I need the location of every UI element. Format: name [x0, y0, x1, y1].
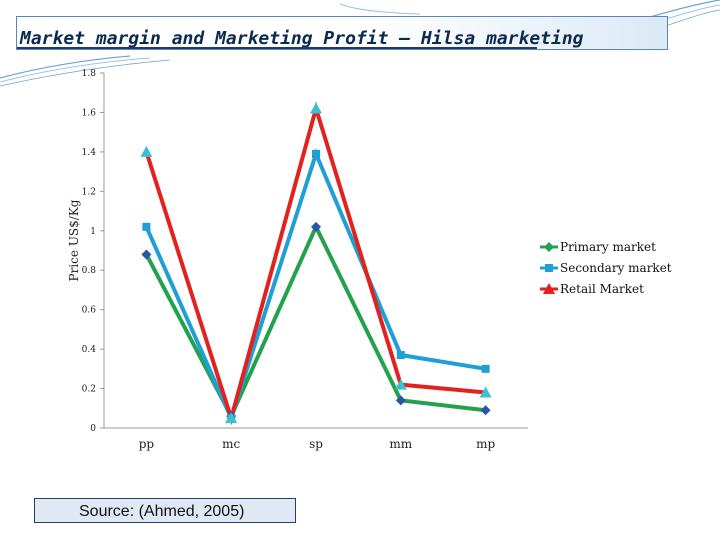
data-point-retail-market: [479, 386, 492, 398]
legend-label: Retail Market: [560, 282, 644, 296]
y-tick-label: 1.4: [82, 148, 97, 158]
data-point-secondary-market: [481, 364, 490, 373]
y-tick-label: 1.2: [82, 187, 96, 197]
data-point-secondary-market: [142, 222, 151, 231]
title-bar: Market margin and Marketing Profit – Hil…: [16, 16, 668, 50]
data-point-secondary-market: [396, 351, 405, 360]
legend-marker: [544, 242, 554, 252]
legend-label: Primary market: [560, 240, 656, 254]
y-tick-label: 0.6: [82, 306, 97, 316]
x-tick-label: pp: [139, 437, 155, 451]
legend-marker: [545, 264, 553, 272]
x-tick-label: mp: [476, 437, 495, 451]
y-tick-label: 1.6: [82, 108, 97, 118]
y-tick-label: 1.8: [82, 69, 97, 79]
data-point-secondary-market: [312, 149, 320, 158]
data-point-retail-market: [140, 145, 153, 157]
x-tick-label: sp: [309, 437, 323, 451]
title-underline: [17, 47, 537, 49]
data-point-primary-market: [480, 405, 491, 416]
y-tick-label: 0: [90, 424, 96, 434]
slide-title: Market margin and Marketing Profit – Hil…: [20, 28, 584, 49]
legend-marker: [543, 283, 555, 294]
legend-label: Secondary market: [560, 261, 672, 275]
data-point-primary-market: [311, 221, 321, 232]
y-axis-label: Price US$/Kg: [67, 199, 81, 281]
y-tick-label: 0.4: [82, 345, 97, 355]
data-point-retail-market: [394, 378, 407, 390]
y-tick-label: 1: [90, 227, 96, 237]
source-box: Source: (Ahmed, 2005): [34, 498, 296, 523]
line-chart: 0 0.2 0.4 0.6 0.8 1 1.2 1.4 1.6 1.8 pp mc sp mm mp Pric…: [67, 69, 672, 451]
x-tick-label: mm: [389, 437, 412, 451]
source-text: Source: (Ahmed, 2005): [79, 503, 245, 520]
y-tick-label: 0.8: [82, 266, 97, 276]
data-point-primary-market: [395, 395, 406, 406]
y-tick-label: 0.2: [82, 385, 96, 395]
series-line-secondary-market: [144, 148, 486, 424]
data-point-retail-market: [225, 412, 238, 424]
data-point-primary-market: [141, 249, 152, 260]
data-point-retail-market: [310, 102, 322, 114]
x-tick-label: mc: [222, 437, 240, 451]
